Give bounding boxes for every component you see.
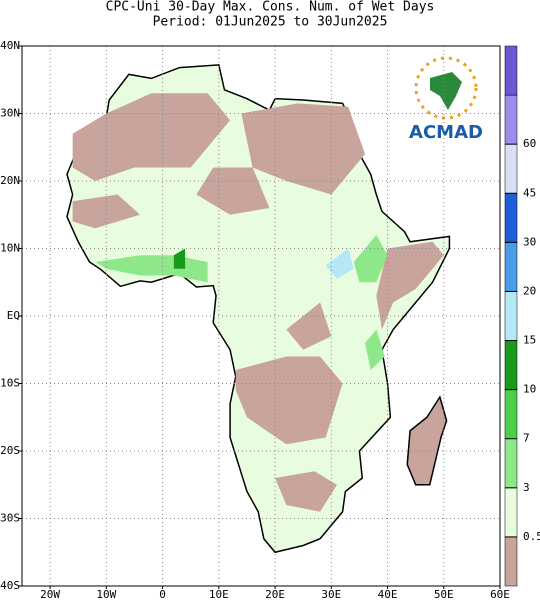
y-tick-label: 40S [0,579,20,592]
colorbar-segment [504,193,518,243]
x-tick-label: 10E [209,588,229,600]
colorbar-label: 3 [523,481,530,494]
colorbar-segment [504,389,518,439]
colorbar-label: 60 [523,137,536,150]
colorbar-segment [504,438,518,489]
colorbar-segment [504,94,518,145]
colorbar-label: 0.5 [523,530,540,543]
x-tick-label: 20W [40,588,60,600]
colorbar-segment [504,340,518,390]
colorbar-label: 15 [523,334,536,347]
logo: ACMAD [409,56,483,143]
x-tick-label: 20E [265,588,285,600]
colorbar-segment [504,536,518,587]
colorbar-label: 30 [523,235,536,248]
colorbar-segment [504,291,518,341]
y-tick-label: 40N [0,39,20,52]
colorbar-label: 7 [523,432,530,445]
colorbar-segment [504,45,518,96]
colorbar-segment [504,143,518,194]
map-title: CPC-Uni 30-Day Max. Cons. Num. of Wet Da… [106,0,435,15]
colorbar-segment [504,487,518,538]
colorbar-label: 20 [523,284,536,297]
colorbar-segment [504,242,518,292]
x-tick-label: 60E [490,588,510,600]
x-tick-label: 10W [96,588,116,600]
colorbar-label: 45 [523,186,536,199]
y-tick-label: 10S [0,377,20,390]
y-tick-label: 10N [0,242,20,255]
y-tick-label: 20N [0,174,20,187]
x-tick-label: 40E [378,588,398,600]
y-tick-label: EQ [7,309,20,322]
madagascar [407,397,446,485]
x-tick-label: 0 [159,588,166,600]
logo-text: ACMAD [409,122,483,143]
colorbar-label: 10 [523,383,536,396]
x-tick-label: 30E [321,588,341,600]
shaded-areas [72,93,444,512]
y-tick-label: 30N [0,107,20,120]
x-tick-label: 50E [434,588,454,600]
y-tick-label: 30S [0,512,20,525]
y-tick-label: 20S [0,444,20,457]
map-subtitle: Period: 01Jun2025 to 30Jun2025 [153,15,388,30]
